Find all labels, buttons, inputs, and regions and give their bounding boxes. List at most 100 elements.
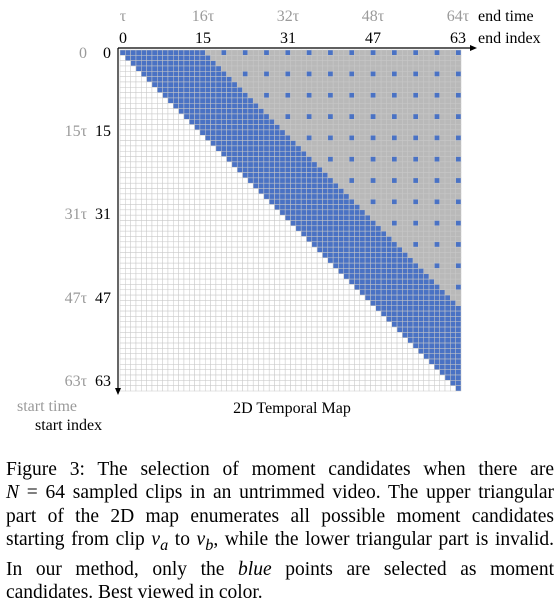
map-cell — [141, 278, 147, 285]
map-cell — [295, 294, 302, 301]
map-cell — [311, 289, 318, 296]
map-cell — [348, 321, 355, 328]
map-cell — [450, 166, 456, 173]
map-cell — [423, 316, 430, 322]
map-cell — [205, 214, 211, 221]
map-cell — [135, 273, 142, 280]
map-cell — [455, 92, 462, 99]
map-cell — [173, 156, 179, 163]
map-cell — [141, 289, 147, 296]
map-cell — [370, 49, 377, 56]
map-cell — [274, 220, 281, 227]
map-cell — [135, 129, 142, 136]
map-cell — [215, 214, 222, 221]
map-cell — [434, 316, 440, 322]
map-cell — [364, 321, 371, 328]
map-cell — [284, 129, 291, 136]
map-cell — [125, 135, 131, 141]
map-cell — [284, 316, 291, 322]
map-cell — [359, 182, 366, 189]
map-cell — [375, 81, 382, 88]
map-cell — [316, 246, 323, 253]
map-cell — [343, 364, 350, 370]
map-cell — [354, 71, 361, 77]
map-cell — [268, 113, 275, 120]
map-cell — [205, 113, 211, 120]
map-cell — [199, 278, 206, 285]
map-cell — [231, 337, 238, 344]
map-cell — [210, 198, 217, 205]
map-cell — [380, 193, 387, 200]
map-cell — [364, 273, 371, 280]
map-cell — [444, 156, 451, 163]
map-cell — [343, 289, 350, 296]
map-cell — [242, 284, 249, 291]
map-cell — [189, 316, 195, 322]
map-cell — [375, 257, 382, 264]
map-cell — [242, 193, 249, 200]
caption-part1: The selection of moment candidates when … — [97, 459, 554, 480]
map-cell — [391, 103, 398, 109]
map-cell — [157, 337, 163, 344]
map-cell — [279, 321, 286, 328]
map-cell — [199, 129, 206, 136]
map-cell — [226, 321, 233, 328]
map-cell — [199, 140, 206, 147]
map-cell — [343, 337, 350, 344]
map-cell — [364, 92, 371, 99]
map-cell — [162, 353, 169, 360]
map-cell — [402, 55, 408, 61]
map-cell — [199, 316, 206, 322]
map-cell — [167, 278, 174, 285]
map-cell — [402, 87, 408, 93]
map-cell — [423, 326, 430, 333]
map-cell — [322, 257, 329, 264]
map-cell — [146, 273, 153, 280]
caption-va-sub: a — [160, 536, 169, 555]
map-cell — [316, 332, 323, 338]
map-cell — [189, 182, 195, 189]
map-cell — [370, 353, 377, 360]
map-cell — [434, 294, 440, 301]
map-cell — [338, 289, 345, 296]
map-cell — [215, 166, 222, 173]
map-cell — [439, 385, 446, 392]
map-cell — [290, 305, 297, 312]
map-cell — [146, 284, 153, 291]
map-cell — [194, 193, 201, 200]
map-cell — [370, 135, 377, 141]
map-cell — [444, 300, 451, 307]
map-cell — [231, 268, 238, 275]
map-cell — [178, 177, 185, 184]
map-cell — [300, 337, 307, 344]
map-cell — [418, 385, 424, 392]
map-cell — [332, 385, 339, 392]
map-cell — [178, 204, 185, 211]
map-cell — [332, 172, 339, 179]
map-cell — [332, 369, 339, 376]
map-cell — [450, 49, 456, 56]
map-cell — [173, 294, 179, 301]
map-cell — [226, 87, 233, 93]
map-cell — [242, 172, 249, 179]
map-cell — [274, 140, 281, 147]
map-cell — [125, 236, 131, 243]
map-cell — [220, 326, 227, 333]
map-cell — [247, 385, 254, 392]
map-cell — [125, 150, 131, 157]
map-cell — [130, 321, 137, 328]
map-cell — [141, 166, 147, 173]
map-cell — [157, 108, 163, 115]
map-cell — [194, 316, 201, 322]
map-cell — [434, 358, 440, 365]
map-cell — [279, 236, 286, 243]
map-cell — [455, 358, 462, 365]
map-cell — [189, 76, 195, 83]
map-cell — [173, 284, 179, 291]
map-cell — [412, 300, 419, 307]
map-cell — [279, 316, 286, 322]
map-cell — [247, 342, 254, 349]
map-cell — [236, 326, 243, 333]
map-cell — [380, 60, 387, 67]
map-cell — [370, 161, 377, 168]
